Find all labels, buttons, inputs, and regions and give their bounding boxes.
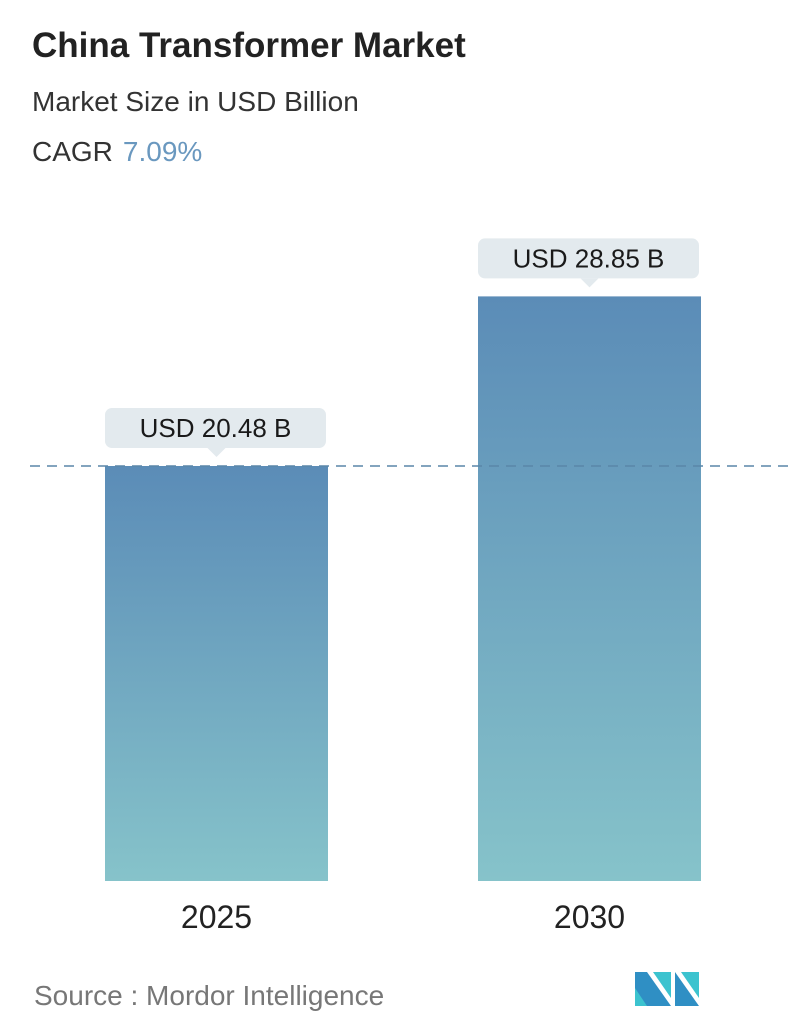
data-label-pointer [580, 278, 599, 288]
bar-2030 [478, 296, 701, 881]
x-tick-label: 2030 [554, 899, 625, 935]
data-label-box [478, 238, 699, 279]
data-label: USD 20.48 B [140, 413, 292, 443]
data-label-box [105, 408, 326, 448]
x-tick-label: 2025 [181, 899, 252, 935]
mordor-logo [635, 972, 699, 1006]
bar-chart: 2025 USD 20.48 B 2030 USD 28.85 B [30, 238, 790, 935]
bar-2025 [105, 466, 328, 881]
chart-subtitle: Market Size in USD Billion [32, 86, 359, 117]
cagr-value: 7.09% [122, 136, 203, 167]
source-text: Source : Mordor Intelligence [34, 980, 385, 1011]
data-label: USD 28.85 B [513, 243, 665, 273]
cagr-label: CAGR [32, 136, 113, 167]
chart-title: China Transformer Market [32, 26, 466, 65]
data-label-pointer [207, 448, 226, 457]
cagr: CAGR 7.09% [32, 136, 202, 168]
